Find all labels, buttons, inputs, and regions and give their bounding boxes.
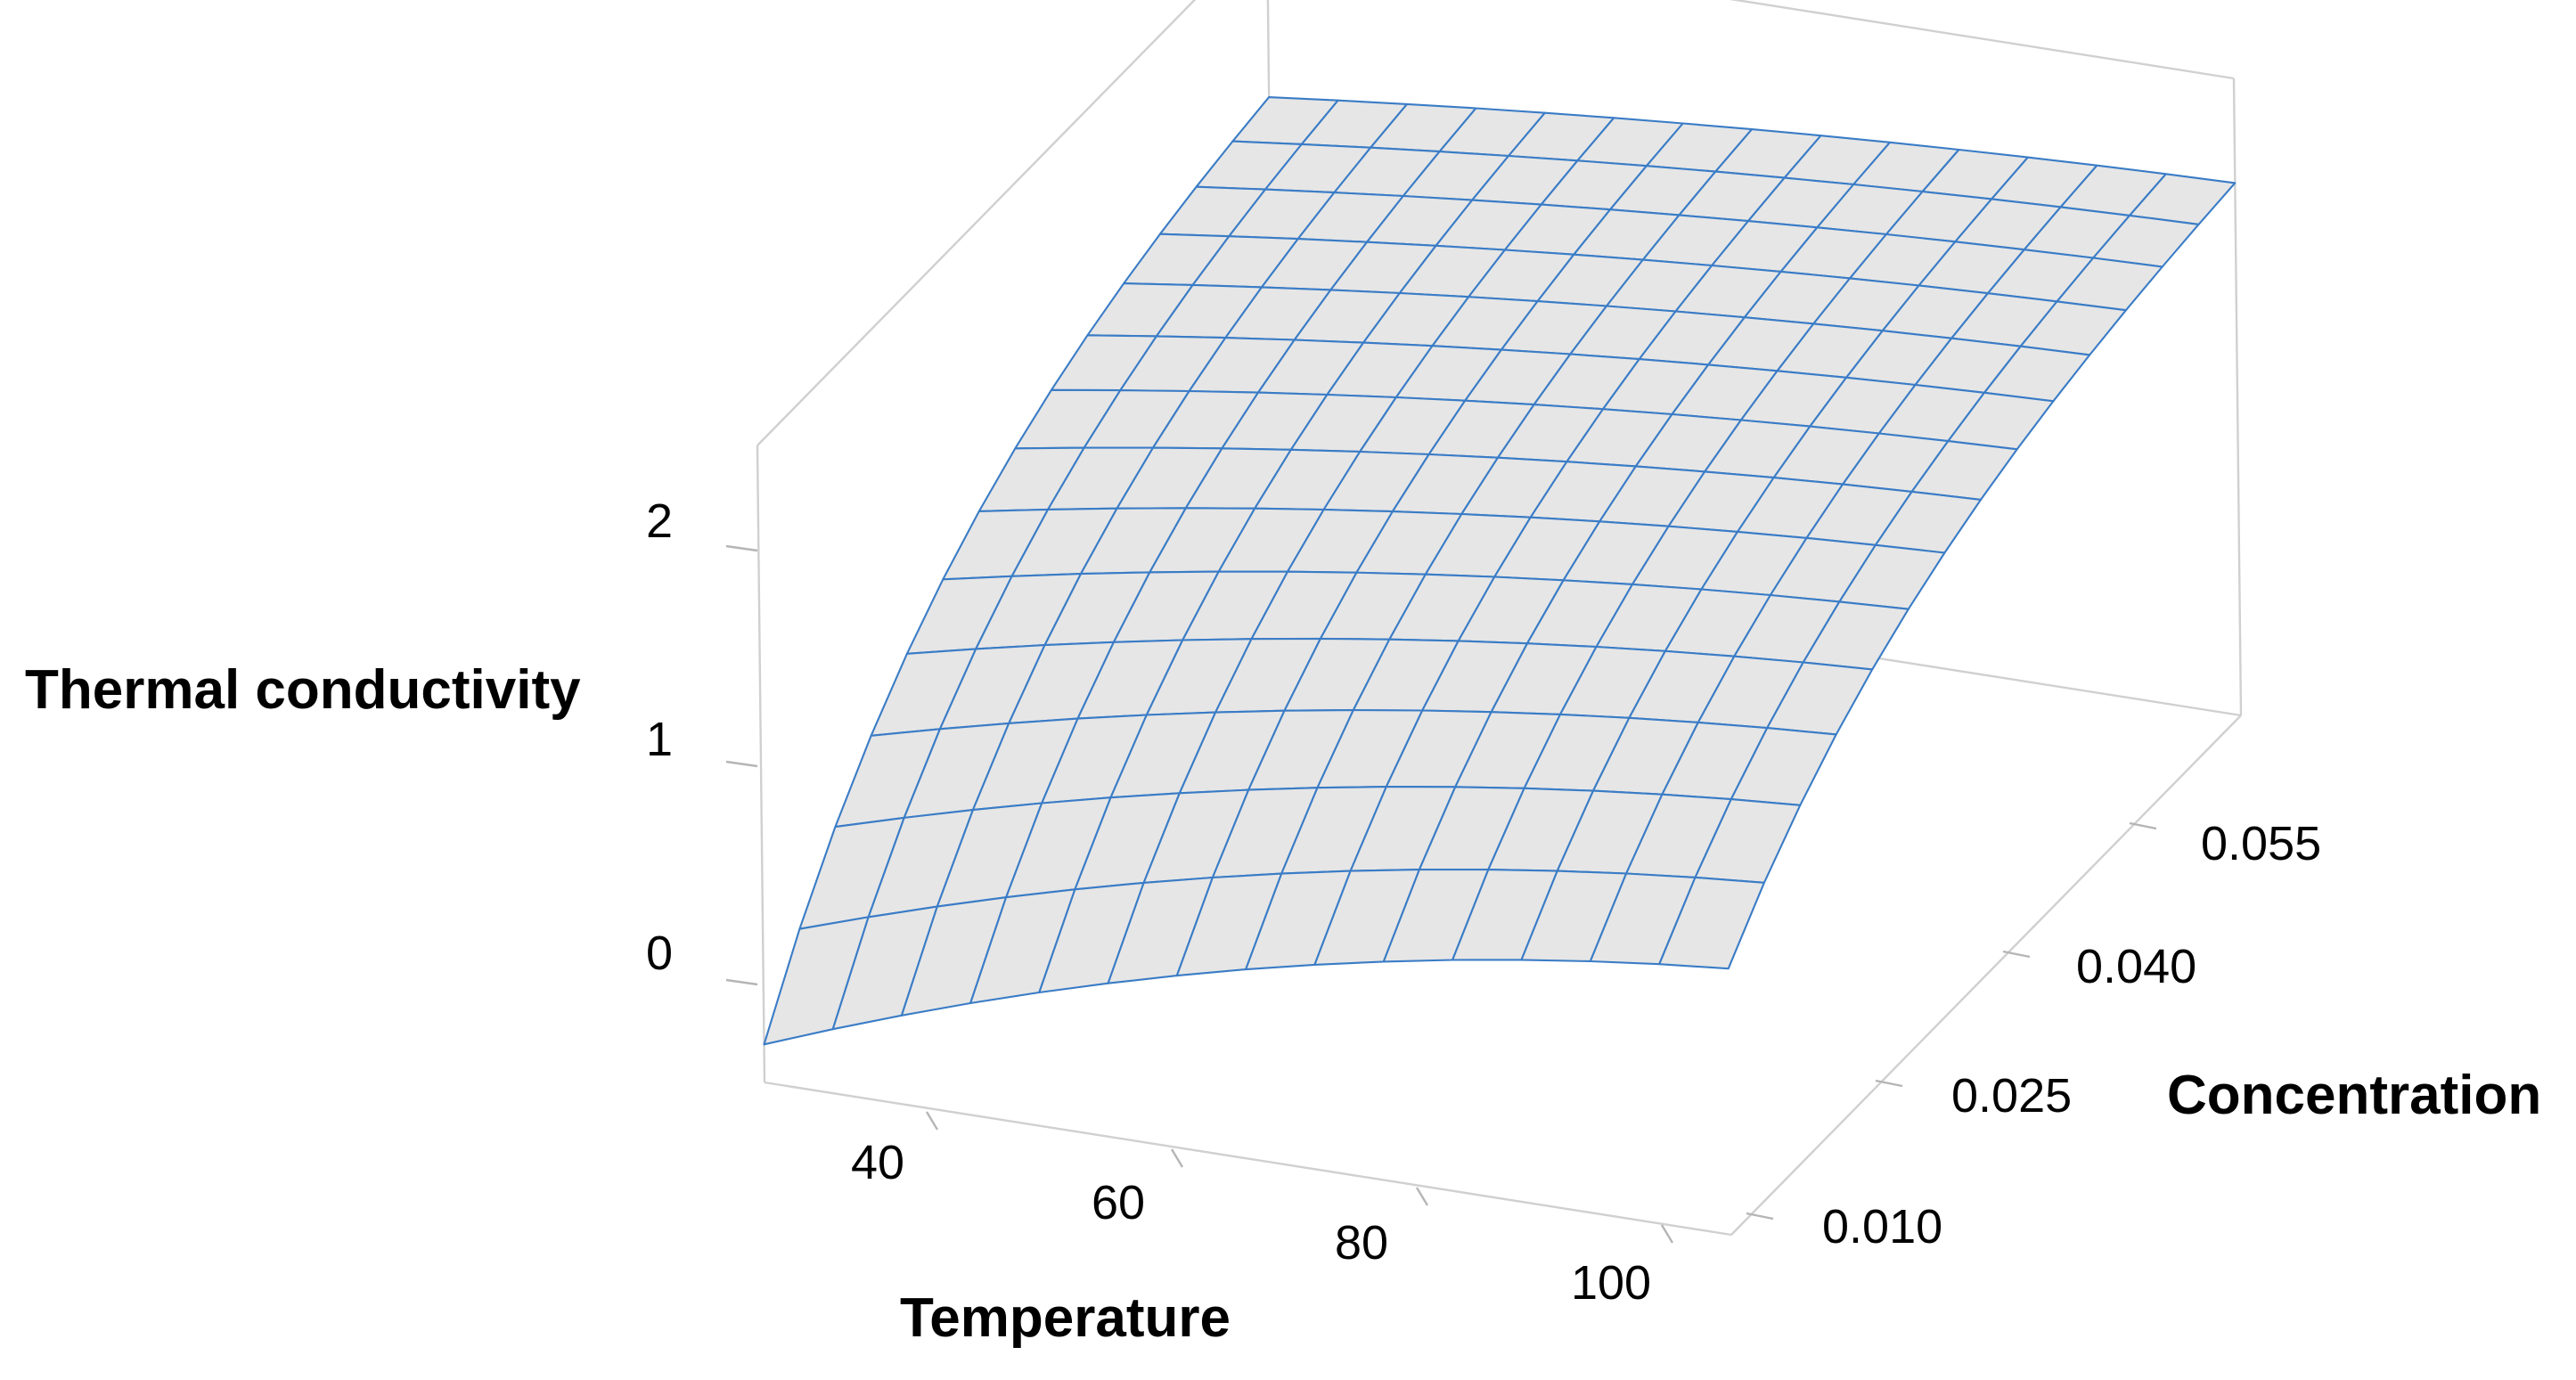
y-tick-label-0.055: 0.055 xyxy=(2201,817,2321,870)
y-axis-ticks: 0.010 0.025 0.040 0.055 xyxy=(1746,817,2321,1253)
x-tick-80 xyxy=(1415,1187,1429,1206)
y-tick-label-0.025: 0.025 xyxy=(1951,1069,2072,1123)
z-tick-2 xyxy=(725,544,758,552)
x-axis-ticks: 40 60 80 100 xyxy=(851,1111,1674,1310)
y-tick-0.040 xyxy=(2002,950,2031,959)
z-axis-ticks: 0 1 2 xyxy=(646,494,758,986)
x-tick-60 xyxy=(1170,1148,1184,1168)
x-tick-40 xyxy=(925,1111,939,1131)
box-edge-right-bottom xyxy=(1730,714,2242,1236)
y-tick-0.010 xyxy=(1746,1212,1774,1221)
x-tick-label-80: 80 xyxy=(1335,1216,1388,1270)
box-edge-right-vertical xyxy=(2232,78,2243,716)
y-axis-title: Concentration xyxy=(2167,1065,2541,1126)
x-tick-100 xyxy=(1660,1224,1674,1244)
z-tick-label-1: 1 xyxy=(646,713,673,766)
z-tick-0 xyxy=(725,978,758,986)
bounding-box-front xyxy=(764,714,2242,1237)
z-axis-title: Thermal conductivity xyxy=(25,659,581,721)
y-tick-label-0.010: 0.010 xyxy=(1822,1200,1942,1253)
z-tick-label-2: 2 xyxy=(646,494,673,548)
response-surface xyxy=(763,96,2237,1046)
box-edge-left-vertical xyxy=(756,445,766,1083)
y-tick-0.025 xyxy=(1875,1079,1903,1088)
x-tick-label-40: 40 xyxy=(851,1136,904,1189)
x-tick-label-100: 100 xyxy=(1571,1256,1651,1310)
z-tick-1 xyxy=(725,760,758,768)
x-axis-title: Temperature xyxy=(900,1287,1231,1349)
z-tick-label-0: 0 xyxy=(646,927,673,980)
box-edge-left-top xyxy=(756,0,1197,446)
y-tick-label-0.040: 0.040 xyxy=(2076,940,2196,993)
box-edge-front-bottom xyxy=(764,1081,1732,1237)
x-tick-label-60: 60 xyxy=(1092,1176,1145,1229)
y-tick-0.055 xyxy=(2129,821,2157,830)
box-edge-back-top xyxy=(1729,0,2235,80)
surface-cell-13-0 xyxy=(1658,876,1765,970)
